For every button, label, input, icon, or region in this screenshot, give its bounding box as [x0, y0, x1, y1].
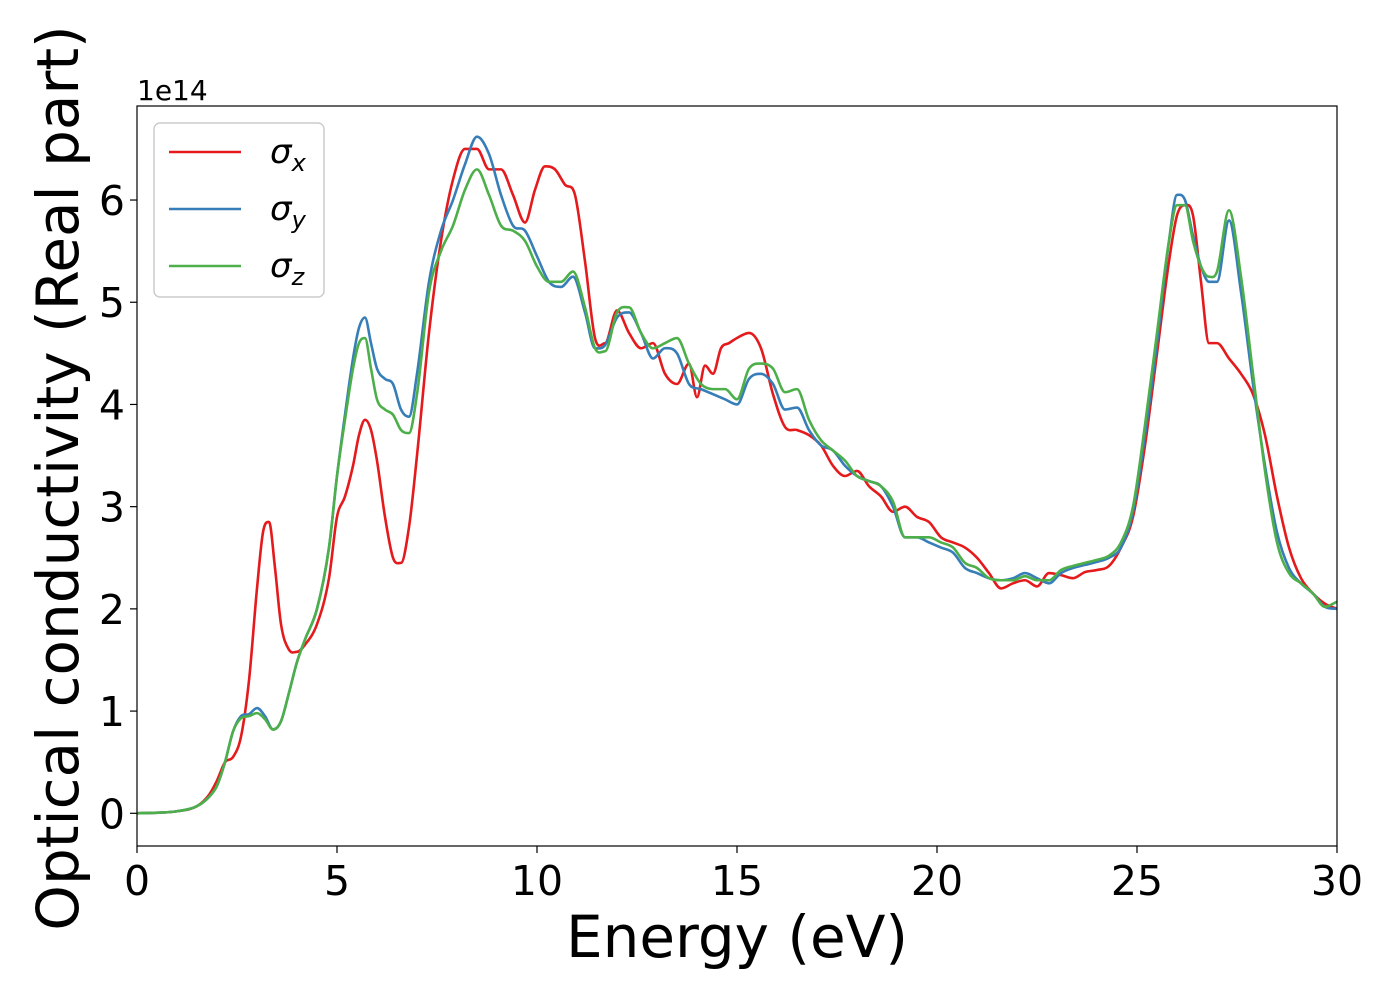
x-tick-label: 25 [1111, 857, 1163, 905]
series-line-1 [137, 147, 1337, 815]
series-layer [137, 135, 1337, 815]
y-tick-label: 4 [99, 381, 125, 429]
legend-symbol: σ [270, 246, 293, 286]
y-tick-label: 6 [99, 177, 125, 225]
x-tick-label: 15 [711, 857, 763, 905]
y-tick-label: 5 [99, 279, 125, 327]
legend-label-1: σx [270, 132, 307, 177]
legend-label-2: σy [270, 189, 307, 234]
y-tick-label: 2 [99, 586, 125, 634]
x-tick-label: 10 [511, 857, 563, 905]
x-axis-label: Energy (eV) [566, 903, 908, 971]
y-tick-label: 1 [99, 688, 125, 736]
y-tick-label: 0 [99, 790, 125, 838]
x-tick-label: 5 [324, 857, 350, 905]
x-tick-label: 0 [124, 857, 150, 905]
legend-label-3: σz [270, 246, 306, 291]
legend-subscript: z [291, 263, 306, 291]
x-tick-label: 30 [1311, 857, 1363, 905]
y-tick-label: 3 [99, 484, 125, 532]
x-tick-label: 20 [911, 857, 963, 905]
legend-subscript: x [291, 149, 307, 177]
y-axis-ticks: 0 1 2 3 4 5 6 [99, 177, 137, 838]
legend-symbol: σ [270, 189, 293, 229]
y-axis-offset-text: 1e14 [137, 74, 208, 107]
x-axis-ticks: 0 5 10 15 20 25 30 [124, 846, 1363, 905]
legend-subscript: y [291, 206, 307, 234]
plot-area [136, 105, 1338, 847]
y-axis-label: Optical conductivity (Real part) [24, 25, 92, 930]
series-line-3 [137, 168, 1337, 815]
legend-symbol: σ [270, 132, 293, 172]
